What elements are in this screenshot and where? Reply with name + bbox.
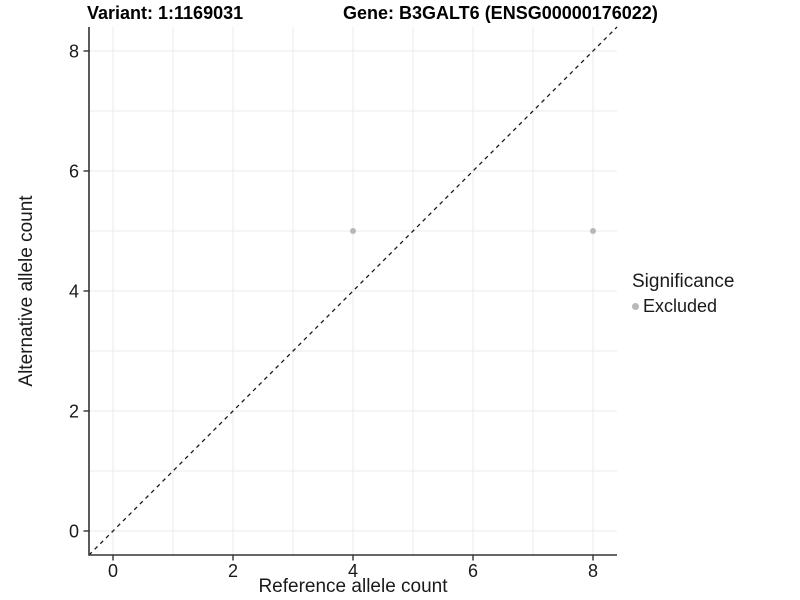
x-tick-label: 2 (228, 561, 238, 581)
y-axis-label: Alternative allele count (16, 195, 37, 387)
data-points (350, 228, 596, 234)
legend-item-label: Excluded (643, 296, 718, 316)
x-tick-label: 6 (468, 561, 478, 581)
legend-title: Significance (632, 271, 735, 292)
legend: Significance Excluded (632, 271, 734, 317)
data-point (350, 228, 356, 234)
x-tick-label: 0 (108, 561, 118, 581)
y-tick-label: 0 (69, 522, 79, 542)
excluded-circle-icon (632, 303, 639, 310)
y-tick-label: 8 (69, 42, 79, 62)
y-tick-label: 2 (69, 402, 79, 422)
axis-lines (88, 27, 617, 556)
y-tick-label: 6 (69, 162, 79, 182)
legend-item-excluded: Excluded (632, 296, 734, 317)
gridlines (89, 27, 617, 555)
y-tick-label: 4 (69, 282, 79, 302)
x-tick-label: 4 (348, 561, 358, 581)
plot-title-gene: Gene: B3GALT6 (ENSG00000176022) (343, 3, 658, 23)
axes: 0 2 4 6 8 0 2 4 6 8 (69, 27, 617, 581)
x-tick-label: 8 (588, 561, 598, 581)
plot-title-variant: Variant: 1:1169031 (87, 3, 244, 23)
data-point (590, 228, 596, 234)
x-axis-label: Reference allele count (258, 576, 448, 597)
